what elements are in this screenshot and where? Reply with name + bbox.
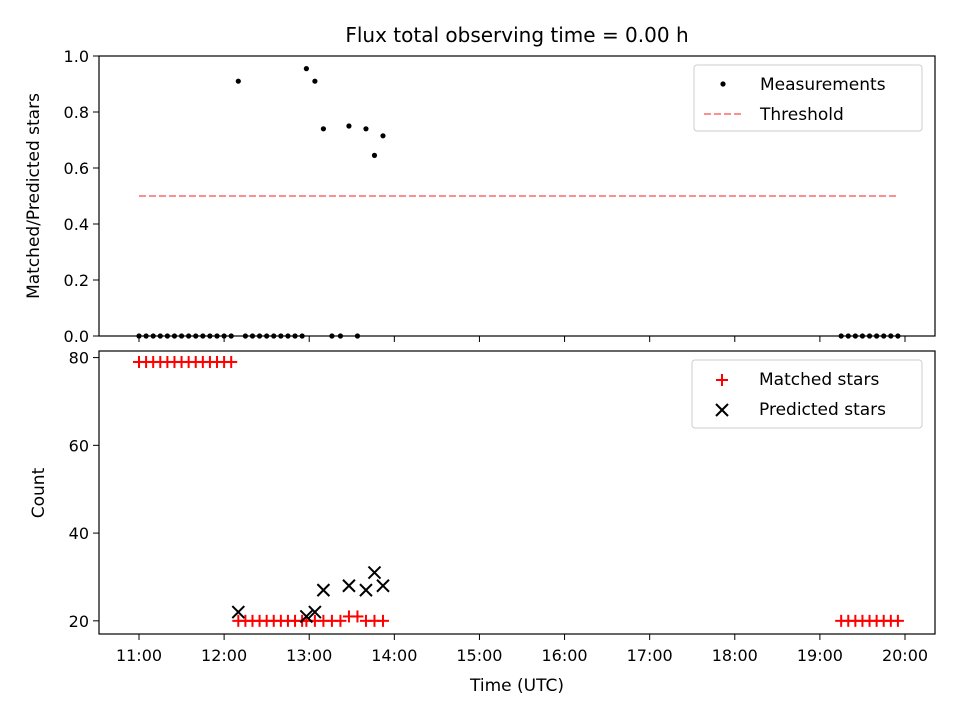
top-legend: Measurements Threshold [693, 64, 923, 132]
top-plot-frame [98, 55, 936, 337]
matched-star-point [225, 355, 238, 368]
top-y-tick-label: 1.0 [64, 47, 89, 66]
predicted-star-point [316, 583, 331, 597]
measurement-point [346, 123, 352, 129]
top-panel: 0.0 0.2 0.4 0.6 0.8 1.0 Matched/Predicted sta… [24, 47, 936, 346]
legend-measurements-marker [720, 81, 726, 87]
bottom-panel: 20 40 60 80 11:00 12:00 13:00 14:00 15:00 16:00 17… [29, 349, 936, 696]
bottom-x-tick-label: 18:00 [712, 646, 758, 665]
predicted-star-point [376, 579, 390, 593]
measurement-point [320, 126, 327, 132]
matched-star-point [891, 614, 904, 627]
bottom-y-tick-label: 60 [69, 436, 89, 455]
bottom-y-tick-label: 40 [69, 524, 89, 543]
measurement-point [303, 66, 309, 72]
bottom-y-tick-label: 20 [69, 612, 89, 631]
top-chart-title: Flux total observing time = 0.00 h [345, 23, 688, 47]
top-y-tick-label: 0.8 [64, 103, 89, 122]
bottom-y-tick-label: 80 [69, 349, 89, 368]
measurement-point [380, 133, 386, 139]
top-legend-box [693, 64, 923, 132]
legend-matched-marker [716, 374, 728, 386]
legend-measurements-label: Measurements [760, 75, 886, 95]
top-y-tick-label: 0.0 [64, 327, 89, 346]
bottom-x-tick-label: 12:00 [201, 646, 247, 665]
top-y-tick-label: 0.2 [64, 271, 89, 290]
bottom-legend: Matched stars Predicted stars [691, 359, 923, 429]
measurement-point [235, 78, 241, 84]
matched-star-point [334, 614, 347, 627]
matched-star-point [376, 614, 389, 627]
bottom-x-tick-label: 11:00 [116, 646, 162, 665]
bottom-x-axis-label: Time (UTC) [469, 676, 564, 696]
bottom-plot-frame [98, 350, 936, 635]
predicted-star-point [231, 605, 246, 619]
bottom-legend-box [691, 359, 923, 429]
legend-predicted-label: Predicted stars [759, 400, 886, 420]
legend-matched-label: Matched stars [759, 370, 879, 390]
measurement-point [363, 126, 369, 132]
predicted-star-point [367, 565, 382, 580]
predicted-star-point [299, 609, 314, 624]
predicted-star-point [308, 605, 322, 619]
top-y-tick-label: 0.6 [64, 159, 89, 178]
bottom-x-tick-label: 15:00 [456, 646, 502, 665]
bottom-x-tick-label: 16:00 [542, 646, 588, 665]
top-y-axis-label: Matched/Predicted stars [24, 93, 44, 299]
bottom-x-tick-label: 13:00 [286, 646, 332, 665]
bottom-y-axis-label: Count [29, 467, 49, 518]
legend-predicted-marker [715, 403, 729, 417]
top-y-tick-label: 0.4 [64, 215, 89, 234]
predicted-star-point [359, 583, 373, 597]
measurement-point [312, 78, 318, 84]
bottom-x-tick-label: 17:00 [627, 646, 673, 665]
bottom-x-tick-label: 20:00 [882, 646, 928, 665]
bottom-x-tick-label: 19:00 [797, 646, 843, 665]
legend-threshold-label: Threshold [759, 105, 844, 125]
bottom-x-tick-label: 14:00 [371, 646, 417, 665]
matched-star-point [351, 610, 364, 623]
predicted-star-point [342, 579, 356, 593]
measurement-point [371, 152, 378, 158]
